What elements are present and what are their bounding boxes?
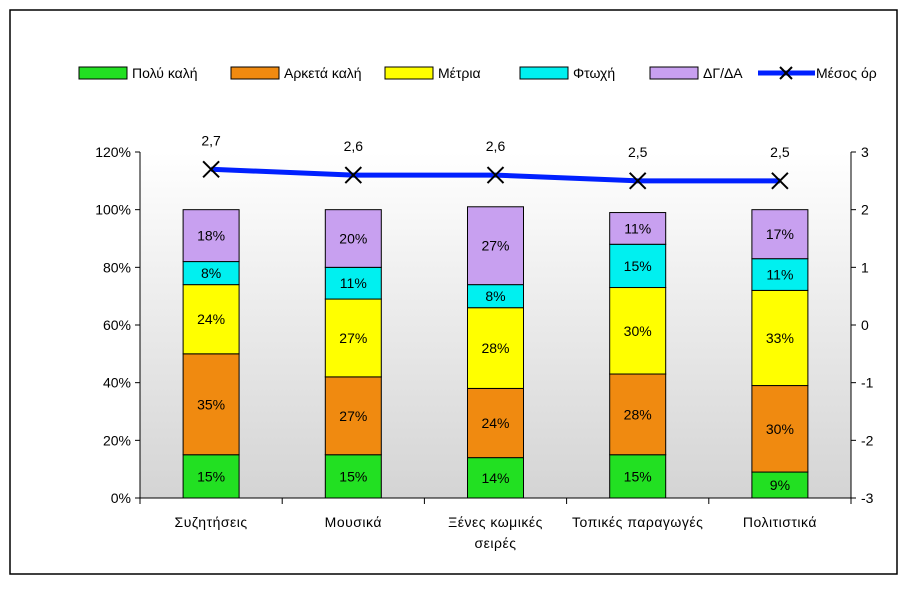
bar-value-label: 8% <box>201 265 221 281</box>
bar-value-label: 11% <box>340 275 367 291</box>
line-point-marker <box>771 172 789 190</box>
bar-segment <box>324 376 382 456</box>
bar-value-label: 27% <box>481 238 509 254</box>
legend-swatch <box>384 66 434 80</box>
bar-segment <box>467 387 524 459</box>
line-point-marker <box>628 172 647 190</box>
x-tick-label: Συζητήσεις <box>175 514 248 530</box>
legend-label: ΔΓ/ΔΑ <box>703 65 743 81</box>
y-tick-label: 80% <box>103 259 131 275</box>
legend-swatch <box>649 66 699 80</box>
y-tick-label: 0% <box>111 490 131 506</box>
bar-value-label: 15% <box>624 258 652 274</box>
bar-value-label: 33% <box>766 330 794 346</box>
y2-tick-label: 2 <box>861 202 869 218</box>
legend-label: Φτωχή <box>573 65 615 81</box>
bar-value-label: 27% <box>339 408 367 424</box>
line-value-label: 2,6 <box>486 138 506 154</box>
bar-segment <box>182 353 240 456</box>
bar-segment <box>751 385 809 473</box>
bar-segment <box>324 298 382 378</box>
bar-segment <box>609 373 667 456</box>
legend-swatch <box>519 66 569 80</box>
legend-line-marker <box>779 66 793 80</box>
x-tick-label: Πολιτιστικά <box>743 514 817 530</box>
line-value-label: 2,6 <box>344 138 364 154</box>
bar-segment <box>751 289 809 387</box>
line-point-marker <box>486 166 505 184</box>
legend-label: Μέσος όρ <box>816 65 877 81</box>
y2-tick-label: -2 <box>861 432 874 448</box>
bar-segment <box>609 243 667 289</box>
x-tick-label: Τοπικές παραγωγές <box>572 514 703 530</box>
y2-tick-label: -3 <box>861 490 874 506</box>
bar-segment <box>609 212 667 245</box>
bar-value-label: 17% <box>766 226 794 242</box>
bar-value-label: 8% <box>485 288 505 304</box>
bar-value-label: 14% <box>481 470 509 486</box>
bar-value-label: 27% <box>339 330 367 346</box>
y-tick-label: 100% <box>95 202 131 218</box>
bar-value-label: 11% <box>624 220 651 236</box>
y2-tick-label: 0 <box>861 317 869 333</box>
bar-value-label: 28% <box>481 340 509 356</box>
x-tick-label: Ξένες κωμικές <box>448 514 543 530</box>
bar-segment <box>467 307 524 389</box>
legend-label: Μέτρια <box>438 65 481 81</box>
bar-value-label: 15% <box>339 468 367 484</box>
bar-value-label: 30% <box>766 421 794 437</box>
bar-segment <box>324 209 382 268</box>
bar-value-label: 18% <box>197 228 225 244</box>
y-tick-label: 40% <box>103 375 131 391</box>
bar-value-label: 11% <box>766 267 793 283</box>
line-value-label: 2,5 <box>628 144 648 160</box>
bar-segment <box>182 209 240 263</box>
line-value-label: 2,7 <box>201 132 221 148</box>
bar-value-label: 20% <box>339 231 367 247</box>
x-tick-label: Μουσικά <box>325 514 382 530</box>
y-tick-label: 20% <box>103 432 131 448</box>
x-tick-label: σειρές <box>475 535 517 551</box>
bar-value-label: 15% <box>624 468 652 484</box>
bar-value-label: 35% <box>197 396 225 412</box>
bar-value-label: 9% <box>770 477 790 493</box>
bar-value-label: 28% <box>624 406 652 422</box>
y2-tick-label: 1 <box>861 259 869 275</box>
bar-segment <box>182 284 240 355</box>
line-value-label: 2,5 <box>770 144 790 160</box>
legend-label: Πολύ καλή <box>132 65 198 81</box>
legend-swatch <box>78 66 128 80</box>
line-point-marker <box>344 166 363 184</box>
line-point-marker <box>202 160 220 179</box>
y2-tick-label: 3 <box>861 144 869 160</box>
bar-value-label: 24% <box>481 415 509 431</box>
bar-value-label: 30% <box>624 323 652 339</box>
bar-segment <box>609 454 667 499</box>
bar-segment <box>324 454 382 499</box>
bar-segment <box>467 206 524 286</box>
y-tick-label: 120% <box>95 144 131 160</box>
bar-segment <box>751 258 809 291</box>
bar-value-label: 15% <box>197 468 225 484</box>
legend-swatch <box>230 66 280 80</box>
legend-label: Αρκετά καλή <box>284 65 362 81</box>
bar-segment <box>609 287 667 375</box>
bar-segment <box>467 457 524 499</box>
bar-segment <box>751 209 809 260</box>
bar-value-label: 24% <box>197 311 225 327</box>
y2-tick-label: -1 <box>861 375 874 391</box>
y-tick-label: 60% <box>103 317 131 333</box>
